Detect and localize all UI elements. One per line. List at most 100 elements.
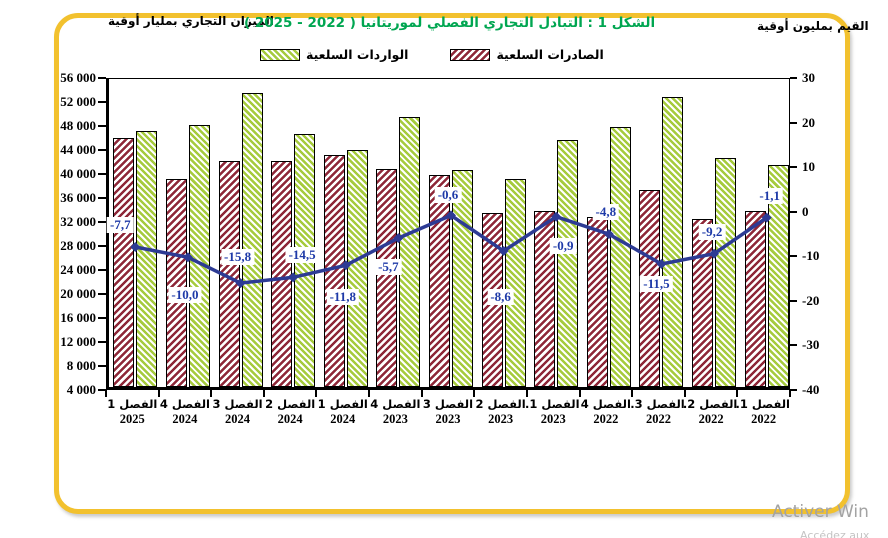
left-axis-tick-label: 12 000: [60, 334, 96, 349]
left-axis-tick-label: 40 000: [60, 166, 96, 181]
balance-value-label: -11,8: [326, 289, 359, 306]
left-axis-tick: [98, 149, 106, 151]
x-axis-category-label: الفصل 2 2023: [475, 397, 526, 426]
x-axis-tick: [157, 390, 160, 397]
balance-value-label: -1,1: [756, 187, 783, 204]
left-axis-tick-label: 44 000: [60, 142, 96, 157]
bar-exports: [586, 216, 608, 387]
x-axis-category-label: الفصل 2. 2022: [682, 397, 738, 426]
bar-imports: [241, 93, 263, 387]
right-axis-tick: [790, 210, 797, 213]
right-axis-tick-label: -20: [802, 292, 820, 308]
left-axis-tick-label: 32 000: [60, 214, 96, 229]
bar-imports: [715, 157, 737, 387]
x-axis-tick: [525, 390, 528, 397]
x-axis-tick: [420, 390, 423, 397]
bar-exports: [429, 175, 450, 387]
x-axis-category-label: الفصل 1 2024: [317, 397, 368, 426]
left-axis-tick-label: 8 000: [66, 358, 96, 373]
balance-value-label: -0,6: [434, 187, 462, 204]
bar-imports: [346, 150, 368, 387]
right-axis-tick: [790, 166, 797, 169]
bar-exports: [271, 161, 293, 387]
left-axis-tick-label: 56 000: [60, 70, 96, 85]
left-axis-tick: [98, 365, 106, 367]
left-axis-tick: [98, 197, 106, 199]
legend-exports-label: الصادرات السلعية: [496, 47, 604, 62]
balance-value-label: -0,9: [549, 237, 577, 254]
right-axis-tick: [790, 121, 797, 124]
left-axis-tick: [98, 101, 106, 103]
balance-value-label: -4,8: [592, 204, 620, 221]
x-axis-tick: [736, 390, 739, 397]
legend: الواردات السلعية الصادرات السلعية: [260, 47, 604, 62]
left-axis-tick: [98, 125, 106, 127]
x-axis-category-label: الفصل 3 2024: [212, 397, 263, 426]
right-axis-tick-label: -40: [802, 382, 820, 397]
x-axis-tick: [262, 390, 265, 397]
legend-item-exports: الصادرات السلعية: [450, 47, 604, 62]
bar-exports: [323, 154, 345, 387]
left-axis-tick-label: 52 000: [60, 94, 96, 109]
right-axis-tick: [790, 255, 797, 258]
windows-activation-watermark-line2: Accédez aux paramètres: [800, 529, 870, 538]
x-axis-category-label: الفصل 4 2023: [370, 397, 421, 426]
bar-exports: [218, 161, 240, 387]
x-axis-category-label: الفصل 3 2023: [422, 397, 474, 426]
right-axis-tick-label: -30: [802, 337, 820, 353]
x-axis-category-label: الفصل 1. 2023: [525, 397, 580, 426]
bar-imports: [557, 139, 579, 387]
bar-exports: [744, 211, 766, 387]
balance-value-label: -7,7: [107, 217, 134, 234]
left-axis-tick: [98, 293, 106, 295]
left-axis-tick-label: 16 000: [60, 310, 96, 325]
plot-area: [106, 78, 790, 390]
left-axis-tick: [98, 173, 106, 175]
right-axis-tick-label: 30: [802, 70, 815, 85]
x-axis-category-label: الفصل 1 2025: [107, 397, 158, 426]
left-axis-caption: الميزان التجاري بمليار أوقية: [108, 14, 274, 28]
right-axis-tick: [790, 77, 797, 79]
left-axis-tick-label: 24 000: [60, 262, 96, 277]
left-axis-tick-label: 4 000: [66, 382, 96, 397]
x-axis-tick: [789, 390, 791, 397]
x-axis-tick: [368, 390, 371, 397]
balance-value-label: -15,8: [220, 249, 255, 266]
bar-imports: [399, 117, 421, 387]
legend-item-imports: الواردات السلعية: [260, 47, 408, 62]
right-axis-tick-label: 20: [802, 114, 815, 130]
left-axis-tick: [98, 341, 106, 343]
x-axis-tick: [631, 390, 634, 397]
imports-swatch-icon: [260, 48, 300, 61]
bar-exports: [692, 219, 714, 387]
x-axis-category-label: الفصل 4 2022: [580, 397, 631, 426]
right-axis-tick-label: 0: [802, 203, 809, 219]
exports-swatch-icon: [450, 48, 491, 61]
x-axis-category-label: الفصل 3. 2022: [630, 397, 685, 426]
right-axis-tick-label: 10: [802, 159, 815, 175]
bar-exports: [113, 138, 135, 387]
balance-value-label: -10,0: [168, 287, 202, 304]
left-axis-tick-label: 48 000: [60, 118, 96, 133]
right-axis-tick: [790, 389, 797, 391]
balance-value-label: -11,5: [640, 275, 673, 292]
left-axis-tick: [98, 269, 106, 271]
left-axis-tick: [98, 77, 106, 79]
bar-imports: [504, 178, 526, 387]
bar-imports: [188, 124, 210, 387]
trade-balance-line: [130, 210, 772, 289]
figure-title: الشكل 1 : التبادل التجاري الفصلي لموريتا…: [244, 15, 656, 31]
x-axis-tick: [105, 390, 107, 397]
left-axis-tick: [98, 245, 106, 247]
balance-value-label: -8,6: [487, 289, 514, 306]
windows-activation-watermark: Activer Win: [772, 502, 869, 522]
bar-imports: [767, 165, 789, 387]
x-axis-tick: [683, 390, 686, 397]
balance-value-label: -14,5: [285, 247, 319, 264]
x-axis-tick: [315, 390, 318, 397]
right-axis-caption: القيم بمليون أوقية: [757, 19, 869, 33]
left-axis-tick: [98, 389, 106, 391]
bar-imports: [609, 126, 631, 387]
bar-exports: [165, 178, 187, 387]
x-axis-tick: [473, 390, 476, 397]
